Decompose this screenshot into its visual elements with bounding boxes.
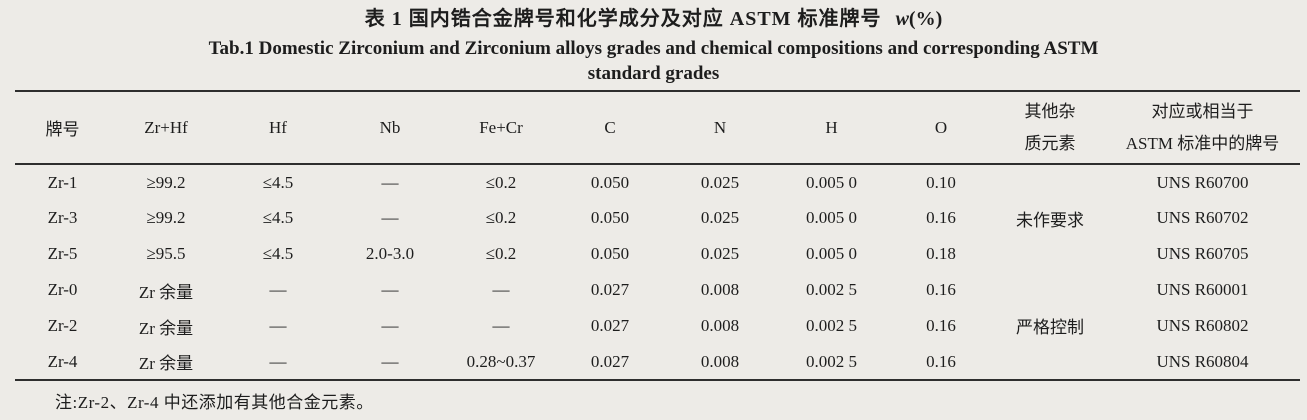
col-header-other-impurities: 其他杂 质元素	[995, 91, 1105, 165]
composition-table: 牌号 Zr+Hf Hf Nb Fe+Cr C N H O 其他杂 质元素 对应或…	[15, 90, 1300, 381]
cell-n: 0.025	[700, 172, 740, 192]
cell-astm: UNS R60700	[1156, 172, 1249, 192]
col-header-nb: Nb	[334, 91, 446, 165]
col-header-grade: 牌号	[15, 91, 110, 165]
cell-n: 0.008	[700, 280, 740, 299]
cell-nb: —	[381, 316, 399, 335]
cell-c: 0.027	[590, 316, 630, 335]
cell-grade: Zr-2	[47, 316, 78, 335]
col-header-other-impurities-line2: 质元素	[1024, 133, 1076, 153]
composition-table-wrapper: 牌号 Zr+Hf Hf Nb Fe+Cr C N H O 其他杂 质元素 对应或…	[15, 90, 1300, 381]
table-body: Zr-1 ≥99.2 ≤4.5 — ≤0.2 0.050 0.025 0.005…	[15, 164, 1300, 380]
col-header-n: N	[664, 91, 776, 165]
cell-o: 0.16	[926, 280, 956, 299]
cell-h: 0.002 5	[806, 316, 857, 335]
table-row-zr4: Zr-4 Zr 余量 — — 0.28~0.37 0.027 0.008 0.0…	[15, 344, 1300, 380]
col-header-hf: Hf	[222, 91, 334, 165]
cell-c: 0.027	[590, 280, 630, 299]
cell-nb: —	[381, 172, 399, 192]
col-header-astm-equivalent-line1: 对应或相当于	[1151, 101, 1254, 121]
cell-o: 0.16	[926, 316, 956, 335]
cell-fe-cr: —	[492, 280, 510, 299]
col-header-h: H	[776, 91, 887, 165]
cell-fe-cr: ≤0.2	[485, 244, 517, 263]
cell-c: 0.027	[590, 351, 630, 371]
cell-astm: UNS R60001	[1156, 280, 1249, 299]
cell-c: 0.050	[590, 244, 630, 263]
cell-zr-hf: ≥99.2	[146, 172, 186, 192]
cell-nb: 2.0-3.0	[365, 244, 415, 263]
cell-nb: —	[381, 351, 399, 371]
cell-hf: ≤4.5	[262, 172, 294, 192]
col-header-o: O	[887, 91, 995, 165]
cell-zr-hf: Zr 余量	[138, 282, 194, 302]
cell-grade: Zr-0	[47, 280, 78, 299]
cell-astm: UNS R60804	[1156, 351, 1249, 371]
cell-o: 0.10	[926, 172, 956, 192]
cell-zr-hf: ≥95.5	[146, 244, 186, 263]
cell-h: 0.002 5	[806, 351, 857, 371]
cell-nb: —	[381, 280, 399, 299]
cell-o: 0.16	[926, 351, 956, 371]
cell-n: 0.025	[700, 208, 740, 227]
cell-impurity-group-2: 严格控制	[1016, 318, 1084, 337]
cell-c: 0.050	[590, 172, 630, 192]
cell-n: 0.008	[700, 316, 740, 335]
table-title-english-line2: standard grades	[587, 63, 720, 84]
col-header-astm-equivalent: 对应或相当于 ASTM 标准中的牌号	[1105, 91, 1300, 165]
table-row-zr0: Zr-0 Zr 余量 — — — 0.027 0.008 0.002 5 0.1…	[15, 272, 1300, 337]
cell-h: 0.005 0	[806, 244, 857, 263]
cell-fe-cr: ≤0.2	[485, 208, 517, 227]
cell-zr-hf: ≥99.2	[146, 208, 186, 227]
cell-hf: —	[269, 351, 287, 371]
cell-fe-cr: 0.28~0.37	[466, 351, 536, 371]
cell-h: 0.005 0	[806, 172, 857, 192]
cell-c: 0.050	[590, 208, 630, 227]
mass-fraction-symbol: w	[895, 8, 909, 30]
table-row-zr2: Zr-2 Zr 余量 — — — 0.027 0.008 0.002 5 0.1…	[15, 308, 1300, 344]
cell-zr-hf: Zr 余量	[138, 354, 194, 373]
col-header-other-impurities-line1: 其他杂	[1024, 101, 1076, 121]
cell-impurity-group-1: 未作要求	[1016, 211, 1084, 230]
table-row-zr1: Zr-1 ≥99.2 ≤4.5 — ≤0.2 0.050 0.025 0.005…	[15, 164, 1300, 231]
cell-astm: UNS R60705	[1156, 244, 1249, 263]
cell-grade: Zr-1	[47, 172, 78, 192]
cell-o: 0.16	[926, 208, 956, 227]
col-header-zr-hf: Zr+Hf	[110, 91, 222, 165]
cell-h: 0.002 5	[806, 280, 857, 299]
cell-hf: —	[269, 280, 287, 299]
mass-fraction-unit: (%)	[908, 8, 943, 30]
cell-grade: Zr-4	[47, 351, 78, 371]
cell-n: 0.025	[700, 244, 740, 263]
cell-grade: Zr-5	[47, 244, 78, 263]
cell-hf: —	[269, 316, 287, 335]
cell-o: 0.18	[926, 244, 956, 263]
cell-astm: UNS R60702	[1156, 208, 1249, 227]
table-footnote: 注:Zr-2、Zr-4 中还添加有其他合金元素。	[55, 393, 374, 412]
table-title-chinese-text: 表 1 国内锆合金牌号和化学成分及对应 ASTM 标准牌号	[364, 8, 882, 30]
table-row-zr5: Zr-5 ≥95.5 ≤4.5 2.0-3.0 ≤0.2 0.050 0.025…	[15, 236, 1300, 272]
cell-fe-cr: —	[492, 316, 510, 335]
cell-h: 0.005 0	[806, 208, 857, 227]
cell-zr-hf: Zr 余量	[138, 318, 194, 338]
table-header: 牌号 Zr+Hf Hf Nb Fe+Cr C N H O 其他杂 质元素 对应或…	[15, 91, 1300, 165]
col-header-c: C	[556, 91, 664, 165]
table-row-zr3: Zr-3 ≥99.2 ≤4.5 — ≤0.2 0.050 0.025 0.005…	[15, 200, 1300, 236]
header-row: 牌号 Zr+Hf Hf Nb Fe+Cr C N H O 其他杂 质元素 对应或…	[15, 91, 1300, 165]
cell-fe-cr: ≤0.2	[485, 172, 517, 192]
cell-hf: ≤4.5	[262, 208, 294, 227]
cell-astm: UNS R60802	[1156, 316, 1249, 335]
cell-grade: Zr-3	[47, 208, 78, 227]
table-titles: 表 1 国内锆合金牌号和化学成分及对应 ASTM 标准牌号 w(%) Tab.1 …	[0, 6, 1307, 86]
table-title-chinese: 表 1 国内锆合金牌号和化学成分及对应 ASTM 标准牌号 w(%)	[0, 6, 1307, 32]
table-title-english-line1: Tab.1 Domestic Zirconium and Zirconium a…	[208, 38, 1099, 59]
col-header-astm-equivalent-line2: ASTM 标准中的牌号	[1125, 133, 1280, 153]
cell-nb: —	[381, 208, 399, 227]
col-header-fe-cr: Fe+Cr	[446, 91, 556, 165]
cell-n: 0.008	[700, 351, 740, 371]
cell-hf: ≤4.5	[262, 244, 294, 263]
